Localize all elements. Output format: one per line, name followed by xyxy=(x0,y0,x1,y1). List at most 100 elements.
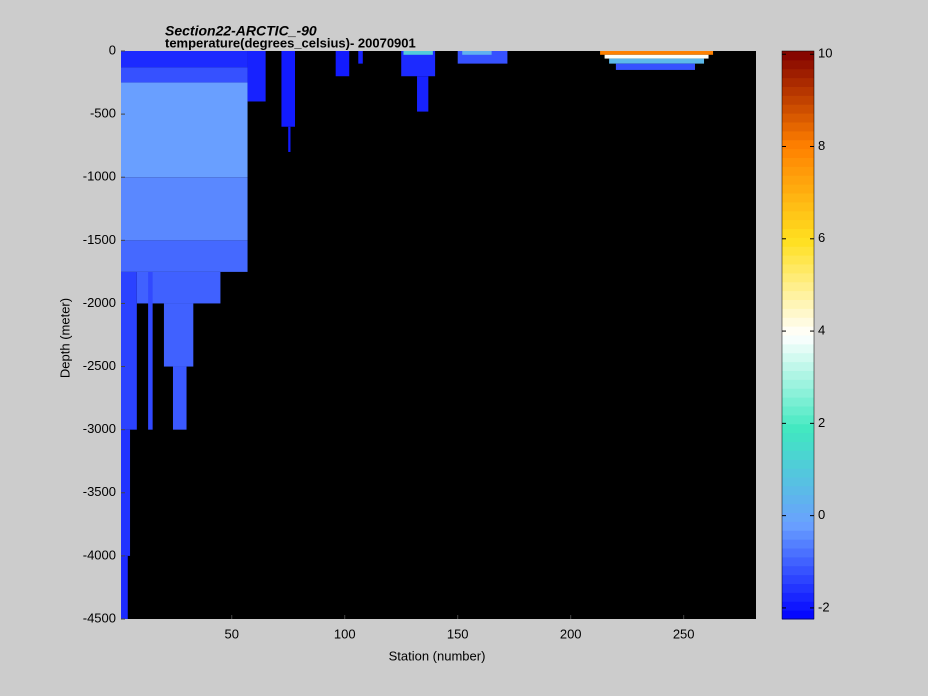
colorbar-step xyxy=(782,148,814,158)
colorbar-step xyxy=(782,130,814,141)
section-cell xyxy=(609,58,705,64)
colorbar-tick-label: -2 xyxy=(818,599,830,614)
colorbar-step xyxy=(782,246,814,256)
colorbar-step xyxy=(782,521,814,531)
section-cell xyxy=(121,51,248,68)
colorbar-step xyxy=(782,95,814,105)
colorbar-step xyxy=(782,193,814,203)
colorbar-step xyxy=(782,406,814,416)
section-cell xyxy=(335,51,350,77)
colorbar-step xyxy=(782,166,814,176)
colorbar-step xyxy=(782,184,814,194)
colorbar-step xyxy=(782,308,814,318)
colorbar-step xyxy=(782,68,814,79)
section-cell xyxy=(600,51,714,55)
colorbar-step xyxy=(782,388,814,398)
x-tick-label: 150 xyxy=(447,626,469,641)
section-cell xyxy=(172,366,187,430)
colorbar-step xyxy=(782,86,814,96)
colorbar-step xyxy=(782,272,814,283)
colorbar-tick-label: 4 xyxy=(818,323,825,338)
section-cell xyxy=(358,51,363,64)
colorbar-step xyxy=(782,379,814,389)
colorbar-step xyxy=(782,432,814,442)
colorbar-step xyxy=(782,548,814,558)
colorbar-step xyxy=(782,290,814,300)
colorbar-step xyxy=(782,157,814,167)
section-cell xyxy=(121,271,137,430)
section-cell xyxy=(121,429,131,556)
section-cell xyxy=(604,54,709,59)
colorbar-step xyxy=(782,175,814,185)
colorbar-tick-label: 0 xyxy=(818,507,825,522)
colorbar-step xyxy=(782,228,814,238)
colorbar-step xyxy=(782,264,814,274)
section-cell xyxy=(615,63,695,70)
colorbar-step xyxy=(782,556,814,567)
colorbar-step xyxy=(782,104,814,114)
colorbar-step xyxy=(782,592,814,602)
colorbar-step xyxy=(782,574,814,584)
section-cell xyxy=(281,51,296,127)
colorbar-step xyxy=(782,113,814,123)
y-tick-label: -2500 xyxy=(83,358,116,373)
colorbar-step xyxy=(782,317,814,327)
chart-subtitle: temperature(degrees_celsius)- 20070901 xyxy=(165,35,416,50)
colorbar-step xyxy=(782,122,814,132)
section-cell xyxy=(163,303,194,367)
colorbar-tick-label: 6 xyxy=(818,230,825,245)
colorbar-step xyxy=(782,139,814,150)
colorbar-step xyxy=(782,201,814,212)
y-tick-label: -3500 xyxy=(83,484,116,499)
colorbar-step xyxy=(782,77,814,87)
y-tick-label: -500 xyxy=(90,106,116,121)
colorbar-step xyxy=(782,468,814,478)
section-cell xyxy=(403,51,433,55)
y-tick-label: -1000 xyxy=(83,169,116,184)
section-cell xyxy=(247,51,266,102)
colorbar-step xyxy=(782,485,814,496)
y-tick-label: -4000 xyxy=(83,547,116,562)
section-cell xyxy=(121,240,248,272)
section-cell xyxy=(401,51,436,77)
colorbar-step xyxy=(782,397,814,407)
colorbar-step xyxy=(782,601,814,611)
section-cell xyxy=(462,51,492,55)
colorbar-step xyxy=(782,210,814,221)
colorbar-step xyxy=(782,219,814,229)
colorbar-step xyxy=(782,281,814,292)
colorbar-tick-label: 2 xyxy=(818,415,825,430)
colorbar-step xyxy=(782,414,814,425)
colorbar-tick-label: 8 xyxy=(818,138,825,153)
colorbar-step xyxy=(782,477,814,487)
y-tick-label: -4500 xyxy=(83,610,116,625)
colorbar-step xyxy=(782,450,814,460)
colorbar-step xyxy=(782,441,814,451)
section-cell xyxy=(417,76,429,112)
y-tick-label: -1500 xyxy=(83,232,116,247)
colorbar-step xyxy=(782,255,814,265)
colorbar-step xyxy=(782,370,814,380)
colorbar-step xyxy=(782,423,814,434)
colorbar-step xyxy=(782,352,814,363)
colorbar-step xyxy=(782,59,814,70)
x-tick-label: 200 xyxy=(560,626,582,641)
section-cell xyxy=(121,177,248,241)
colorbar-step xyxy=(782,343,814,354)
section-cell xyxy=(121,555,128,619)
section-cell xyxy=(288,126,291,152)
y-tick-label: -3000 xyxy=(83,421,116,436)
y-axis-label: Depth (meter) xyxy=(57,298,72,378)
colorbar-step xyxy=(782,459,814,469)
y-tick-label: -2000 xyxy=(83,295,116,310)
colorbar-step xyxy=(782,512,814,522)
colorbar-step xyxy=(782,583,814,593)
colorbar-step xyxy=(782,237,814,247)
colorbar-step xyxy=(782,335,814,345)
colorbar-step xyxy=(782,299,814,309)
x-tick-label: 50 xyxy=(224,626,238,641)
x-tick-label: 100 xyxy=(334,626,356,641)
colorbar-step xyxy=(782,51,814,61)
section-cell xyxy=(121,67,248,83)
